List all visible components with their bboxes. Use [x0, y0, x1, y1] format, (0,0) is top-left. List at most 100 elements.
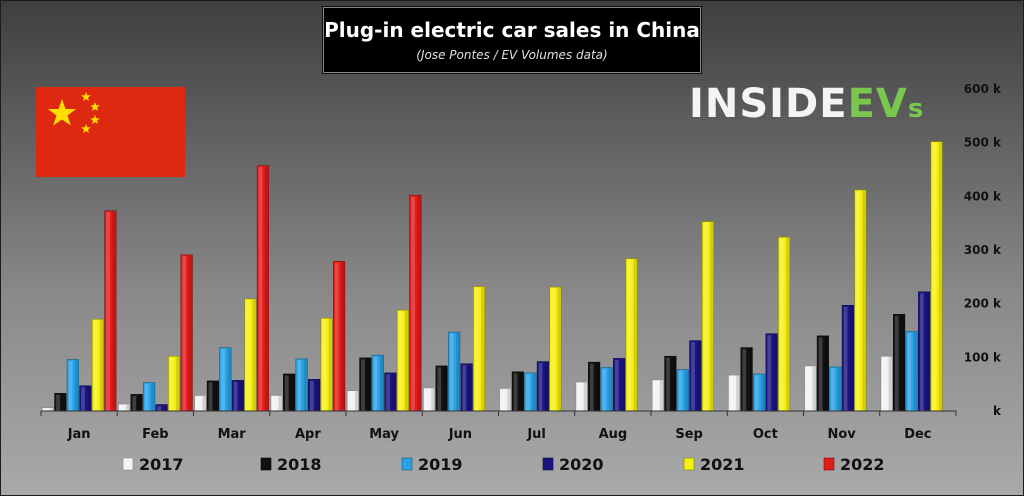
x-tick-label-dec: Dec: [904, 427, 931, 442]
x-tick-label-sep: Sep: [675, 427, 703, 442]
x-tick-label-apr: Apr: [295, 427, 321, 442]
y-tick-label-400: 400 k: [964, 189, 1002, 203]
bar-2018-jun: [435, 365, 448, 412]
legend-item-2020: 2020: [542, 455, 604, 474]
bar-2021-dec: [930, 141, 943, 412]
y-tick-label-600: 600 k: [964, 82, 1002, 96]
bar-2021-nov: [854, 189, 867, 412]
x-tick-label-feb: Feb: [142, 427, 168, 442]
legend-swatch: [401, 457, 413, 471]
bar-2021-jul: [549, 286, 562, 412]
x-tick-label-nov: Nov: [827, 427, 856, 442]
bar-2018-oct: [740, 347, 753, 412]
bar-2019-jul: [524, 372, 537, 412]
legend-item-2017: 2017: [122, 455, 184, 474]
bar-2020-nov: [841, 304, 854, 412]
legend-item-2022: 2022: [823, 455, 885, 474]
y-tick-label-500: 500 k: [964, 136, 1002, 150]
bar-2021-aug: [625, 258, 638, 412]
x-tick-label-oct: Oct: [753, 427, 778, 442]
bar-2021-jun: [473, 286, 486, 412]
bar-2020-may: [384, 372, 397, 412]
bar-2017-jul: [499, 388, 512, 412]
bar-2017-dec: [880, 355, 893, 412]
bar-2019-oct: [753, 373, 766, 412]
x-tick-label-mar: Mar: [218, 427, 247, 442]
legend: 2017 2018 2019 2020 2021 2022: [122, 455, 885, 474]
bar-2020-aug: [613, 358, 626, 412]
bar-2017-aug: [575, 381, 588, 412]
bar-2019-sep: [676, 369, 689, 412]
bar-2017-feb: [118, 403, 131, 412]
bar-2021-jan: [91, 318, 104, 412]
bar-2017-apr: [270, 395, 283, 412]
bar-2020-oct: [765, 333, 778, 412]
y-tick-label-100: 100 k: [964, 350, 1002, 364]
bar-2022-jan: [104, 210, 117, 412]
bar-2019-feb: [143, 382, 156, 412]
legend-item-2019: 2019: [401, 455, 463, 474]
bar-2021-oct: [778, 236, 791, 412]
x-tick-label-aug: Aug: [599, 427, 628, 442]
bar-2018-apr: [283, 373, 296, 412]
bar-2017-mar: [194, 395, 207, 412]
x-tick-label-may: May: [369, 427, 399, 442]
bar-2019-dec: [905, 331, 918, 412]
bar-2020-jul: [536, 361, 549, 412]
bar-2021-feb: [168, 355, 181, 412]
legend-item-2018: 2018: [260, 455, 322, 474]
bar-2020-feb: [155, 404, 168, 412]
bar-2020-jan: [79, 385, 92, 412]
bar-2021-mar: [244, 298, 257, 412]
x-tick-label-jan: Jan: [67, 427, 91, 442]
legend-swatch: [260, 457, 272, 471]
bar-2018-sep: [664, 355, 677, 412]
y-tick-label-0: k: [993, 404, 1002, 418]
bar-2019-nov: [829, 366, 842, 412]
bar-2018-jul: [511, 371, 524, 412]
bar-2019-may: [371, 354, 384, 412]
legend-label: 2020: [559, 455, 604, 474]
axis-layer: Jan Feb Mar Apr May Jun Jul Aug Sep Oct Nov Dec k 100…: [40, 82, 1002, 442]
x-tick-label-jun: Jun: [448, 427, 472, 442]
legend-label: 2018: [277, 455, 322, 474]
bar-2020-apr: [308, 379, 321, 412]
bar-2020-jun: [460, 363, 473, 412]
chart-title-box: Plug-in electric car sales in China (Jos…: [323, 7, 701, 73]
bar-2017-sep: [651, 379, 664, 412]
insideevs-logo: INSIDEEVs: [689, 81, 925, 127]
legend-item-2021: 2021: [683, 455, 745, 474]
china-flag-icon: [36, 87, 185, 177]
bar-2021-sep: [701, 221, 714, 412]
bar-2020-dec: [918, 291, 931, 412]
bar-2022-apr: [333, 260, 346, 412]
bar-2018-dec: [893, 314, 906, 412]
bar-2020-sep: [689, 340, 702, 412]
y-tick-label-200: 200 k: [964, 297, 1002, 311]
legend-swatch: [542, 457, 554, 471]
legend-swatch: [823, 457, 835, 471]
bar-2018-may: [359, 357, 372, 412]
chart-subtitle: (Jose Pontes / EV Volumes data): [416, 48, 608, 62]
bar-2017-nov: [804, 365, 817, 412]
legend-swatch: [683, 457, 695, 471]
bar-2017-oct: [728, 374, 741, 412]
bar-2018-jan: [54, 392, 67, 412]
chart-title: Plug-in electric car sales in China: [324, 18, 700, 42]
bar-2019-jun: [448, 331, 461, 412]
legend-label: 2021: [700, 455, 745, 474]
legend-swatch: [122, 457, 134, 471]
bar-2018-aug: [588, 361, 601, 412]
bar-2022-may: [409, 194, 422, 412]
legend-label: 2019: [418, 455, 463, 474]
bar-2018-feb: [130, 394, 143, 412]
bar-2020-mar: [231, 380, 244, 412]
bar-2022-feb: [180, 254, 193, 412]
legend-label: 2022: [840, 455, 885, 474]
y-tick-label-300: 300 k: [964, 243, 1002, 257]
bar-2017-may: [346, 390, 359, 412]
x-tick-label-jul: Jul: [526, 427, 546, 442]
bar-2021-may: [396, 309, 409, 412]
